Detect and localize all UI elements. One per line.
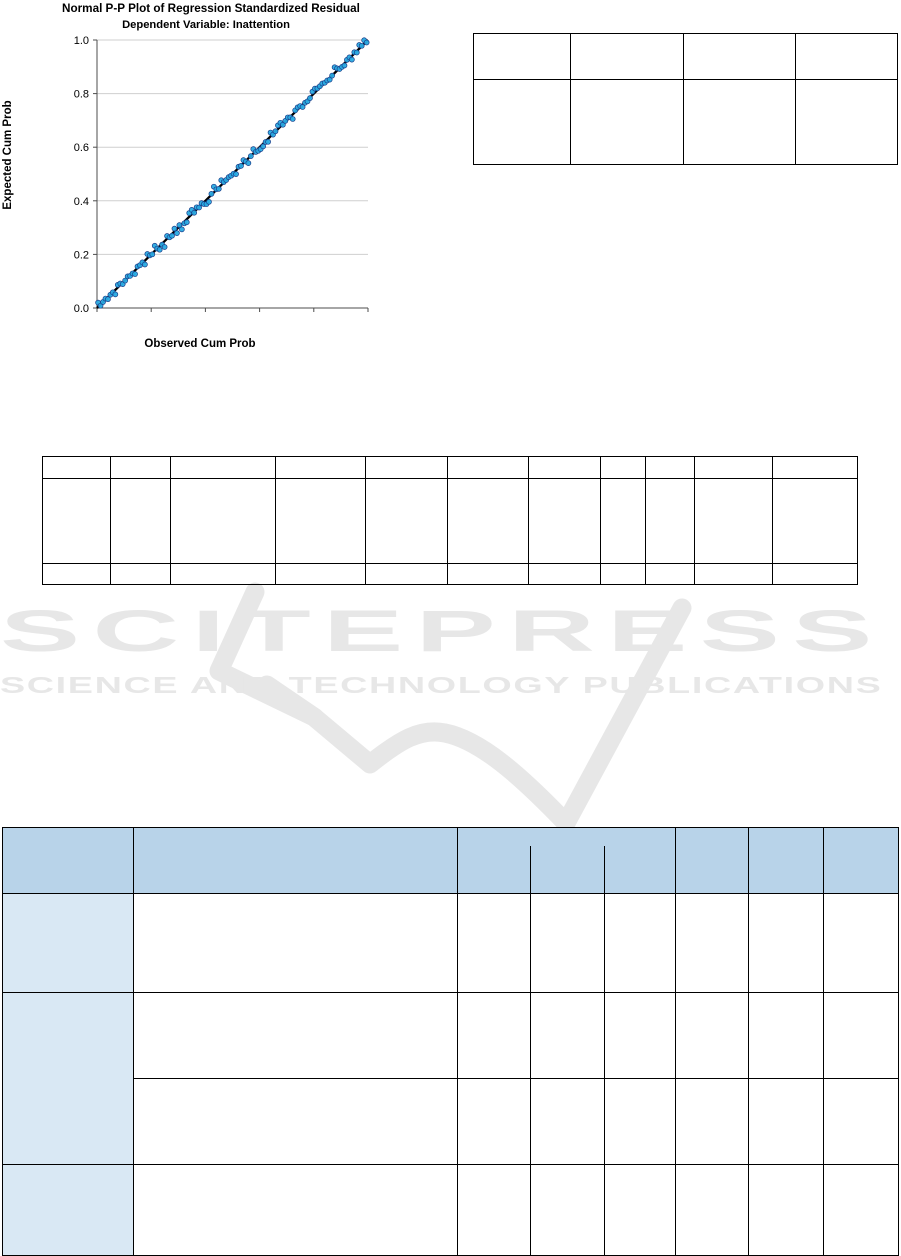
svg-text:0.2: 0.2 (144, 314, 159, 315)
svg-text:0.0: 0.0 (74, 303, 89, 315)
svg-text:0.2: 0.2 (74, 249, 89, 261)
svg-text:1.0: 1.0 (360, 314, 375, 315)
svg-text:0.0: 0.0 (89, 314, 104, 315)
svg-text:0.6: 0.6 (74, 142, 89, 154)
svg-text:0.8: 0.8 (306, 314, 321, 315)
svg-text:0.6: 0.6 (252, 314, 267, 315)
svg-text:0.8: 0.8 (74, 89, 89, 101)
svg-text:1.0: 1.0 (74, 35, 89, 47)
svg-text:0.4: 0.4 (198, 314, 213, 315)
svg-text:0.4: 0.4 (74, 196, 89, 208)
